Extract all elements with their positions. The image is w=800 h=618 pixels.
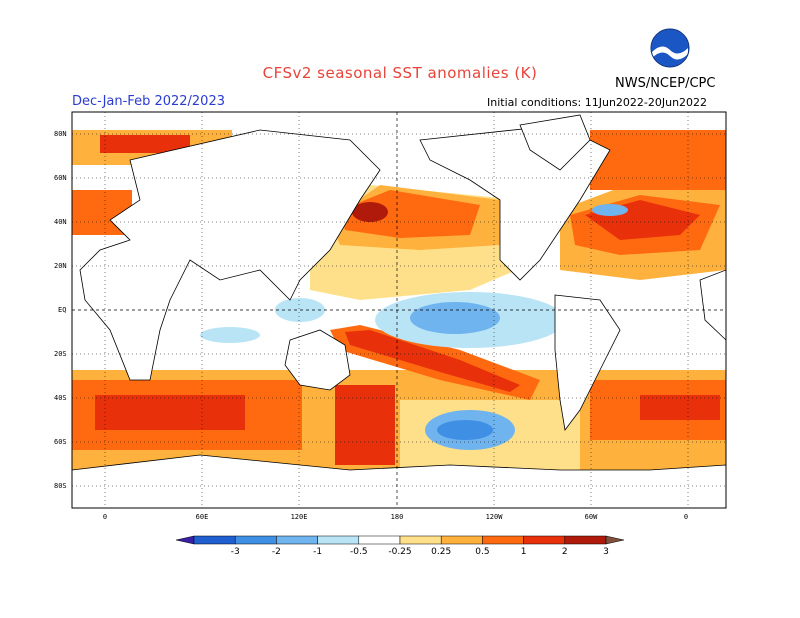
anomaly-eq-pacific-cool — [410, 302, 500, 334]
lon-label: 180 — [391, 513, 404, 521]
land-eurasia-africa — [79, 129, 381, 381]
land-masses — [72, 114, 726, 508]
colorbar-label: -1 — [313, 547, 322, 557]
colorbar-segment — [564, 535, 607, 545]
colorbar-label: 0.5 — [475, 547, 489, 557]
lat-label: 20N — [54, 262, 67, 270]
anomaly-north-atlantic-cool — [592, 204, 628, 216]
anomaly-south-pacific-diagonal-core — [345, 330, 520, 392]
lon-label: 60E — [196, 513, 209, 521]
colorbar-segment — [276, 535, 318, 545]
chart-title: CFSv2 seasonal SST anomalies (K) — [262, 64, 538, 82]
colorbar-label: -2 — [272, 547, 281, 557]
lon-label: 120W — [486, 513, 504, 521]
land-antarctica — [72, 454, 726, 508]
colorbar-label: -0.25 — [388, 547, 411, 557]
colorbar-label: 2 — [562, 547, 568, 557]
anomaly-south-pacific-cool-core — [437, 420, 493, 440]
map-frame — [71, 111, 727, 509]
colorbar-label: 0.25 — [431, 547, 451, 557]
colorbar-segment — [399, 535, 442, 545]
anomaly-tasman-warm — [335, 385, 395, 465]
anomaly-arctic-eurasia-core — [100, 135, 190, 153]
colorbar: -3 -2 -1 -0.5 -0.25 0.25 0.5 1 2 3 — [175, 535, 625, 557]
graticule — [72, 112, 726, 508]
colorbar-segment — [358, 535, 401, 545]
colorbar-segment — [317, 535, 360, 545]
anomaly-arctic-atlantic — [590, 130, 726, 190]
colorbar-segment — [523, 535, 566, 545]
latitude-labels: 80N 60N 40N 20N EQ 20S 40S 60S 80S — [54, 130, 67, 490]
colorbar-segment — [440, 535, 483, 545]
anomaly-indian-cool — [200, 327, 260, 343]
lon-label: 0 — [103, 513, 107, 521]
lat-label: 60N — [54, 174, 67, 182]
longitude-labels: 0 60E 120E 180 120W 60W 0 — [103, 513, 688, 521]
colorbar-label: 1 — [521, 547, 527, 557]
initial-conditions-label: Initial conditions: 11Jun2022-20Jun2022 — [487, 96, 708, 109]
lat-label: 80N — [54, 130, 67, 138]
colorbar-label: 3 — [603, 547, 609, 557]
lat-label: 20S — [54, 350, 67, 358]
anomaly-southern-atlantic-core — [640, 395, 720, 420]
land-africa-west — [699, 269, 726, 341]
lat-label: EQ — [58, 306, 66, 314]
lon-label: 120E — [291, 513, 308, 521]
anomaly-north-pacific-core — [340, 190, 480, 238]
lat-label: 40N — [54, 218, 67, 226]
agency-label: NWS/NCEP/CPC — [615, 76, 716, 91]
anomaly-kuroshio-hotspot — [352, 202, 388, 222]
noaa-logo — [650, 28, 690, 68]
colorbar-end-low — [175, 535, 195, 545]
colorbar-label: -3 — [231, 547, 240, 557]
lon-label: 0 — [684, 513, 688, 521]
lat-label: 40S — [54, 394, 67, 402]
lat-label: 80S — [54, 482, 67, 490]
land-greenland — [519, 114, 591, 171]
colorbar-label: -0.5 — [350, 547, 368, 557]
land-australia — [284, 329, 351, 391]
colorbar-end-high — [605, 535, 625, 545]
anomaly-field — [72, 114, 726, 508]
season-label: Dec-Jan-Feb 2022/2023 — [72, 94, 225, 109]
colorbar-segment — [482, 535, 524, 545]
lat-label: 60S — [54, 438, 67, 446]
lon-label: 60W — [585, 513, 598, 521]
colorbar-segment — [234, 535, 277, 545]
anomaly-southern-indian-core — [95, 395, 245, 430]
colorbar-segment — [193, 535, 236, 545]
